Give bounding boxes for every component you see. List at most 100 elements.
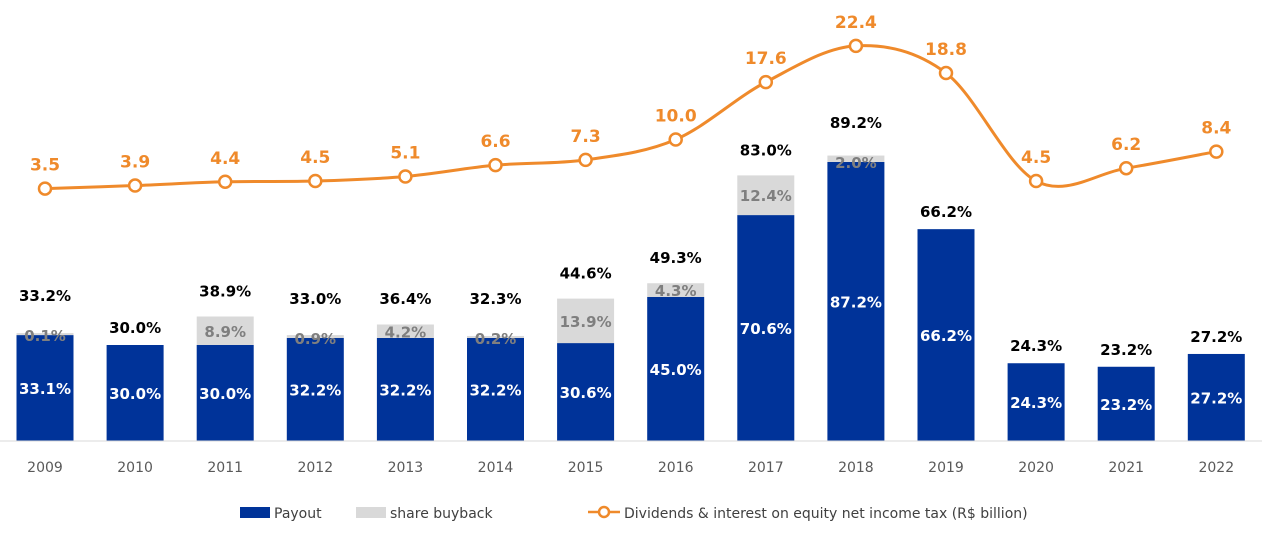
- line-point-2009: [37, 181, 53, 196]
- line-label-2013: 5.1: [390, 143, 420, 163]
- label-total-2014: 32.3%: [469, 290, 521, 308]
- line-label-2009: 3.5: [30, 156, 60, 176]
- bar-payout-2017: [737, 215, 795, 441]
- label-payout-2018: 87.2%: [830, 293, 882, 311]
- x-tick-2022: 2022: [1198, 460, 1234, 476]
- x-tick-2021: 2021: [1108, 460, 1144, 476]
- label-payout-2016: 45.0%: [650, 361, 702, 379]
- label-total-2009: 33.2%: [19, 287, 71, 305]
- label-buyback-2014: 0.2%: [475, 330, 517, 348]
- line-point-2013: [398, 169, 413, 184]
- label-payout-2019: 66.2%: [920, 327, 972, 345]
- legend-label-payout: Payout: [274, 506, 322, 522]
- label-total-2018: 89.2%: [830, 114, 882, 132]
- label-buyback-2016: 4.3%: [655, 282, 697, 300]
- x-tick-2014: 2014: [478, 460, 514, 476]
- line-label-2022: 8.4: [1201, 119, 1231, 139]
- line-point-2020: [1028, 173, 1044, 189]
- line-point-2015: [578, 152, 593, 168]
- label-buyback-2011: 8.9%: [204, 323, 246, 341]
- line-label-2010: 3.9: [120, 153, 150, 173]
- bar-buyback-2018: [827, 155, 885, 162]
- line-point-2021: [1118, 160, 1134, 176]
- label-payout-2014: 32.2%: [469, 381, 521, 399]
- label-buyback-2018: 2.0%: [835, 154, 877, 172]
- bar-payout-2012: [286, 337, 344, 441]
- line-point-2018: [848, 38, 864, 54]
- line-layer: 3.5 3.9 4.4 4.5 5.1 6.6 7.3 10.0 17.6 22.4 18.8 4.5…: [30, 13, 1232, 196]
- label-payout-2015: 30.6%: [560, 384, 612, 402]
- line-label-2011: 4.4: [210, 149, 240, 169]
- line-label-2019: 18.8: [925, 40, 967, 60]
- bar-payout-2015: [557, 343, 615, 441]
- legend-swatch-buyback: [356, 507, 386, 518]
- bar-payout-2011: [196, 345, 254, 441]
- line-label-2021: 6.2: [1111, 135, 1141, 155]
- line-point-2016: [668, 132, 683, 147]
- label-buyback-2009: 0.1%: [24, 327, 66, 345]
- line-point-2022: [1209, 144, 1224, 159]
- x-tick-2011: 2011: [207, 460, 243, 476]
- bar-payout-2021: [1097, 366, 1155, 441]
- line-label-2020: 4.5: [1021, 148, 1051, 168]
- label-total-2011: 38.9%: [199, 283, 251, 301]
- line-label-2018: 22.4: [835, 13, 877, 33]
- bar-payout-2019: [917, 229, 975, 441]
- label-payout-2022: 27.2%: [1190, 389, 1242, 407]
- line-point-2014: [488, 157, 503, 173]
- label-buyback-2013: 4.2%: [385, 324, 427, 342]
- line-label-2014: 6.6: [480, 132, 510, 152]
- line-point-2019: [938, 65, 954, 81]
- bar-payout-2013: [376, 337, 434, 441]
- line-point-2011: [217, 174, 233, 190]
- bar-buyback-2011: [196, 316, 254, 345]
- line-point-2017: [758, 74, 774, 90]
- label-buyback-2015: 13.9%: [560, 313, 612, 331]
- bar-buyback-2013: [376, 324, 434, 338]
- x-axis-ticks: 2009 2010 2011 2012 2013 2014 2015 2016 2017 2018…: [27, 460, 1234, 476]
- bar-buyback-2016: [647, 283, 705, 297]
- label-total-2015: 44.6%: [560, 265, 612, 283]
- label-payout-2011: 30.0%: [199, 385, 251, 403]
- x-tick-2012: 2012: [297, 460, 333, 476]
- bar-buyback-2012: [286, 335, 344, 338]
- legend-label-line: Dividends & interest on equity net incom…: [624, 506, 1028, 522]
- bar-buyback-2014: [467, 335, 524, 338]
- label-payout-2017: 70.6%: [740, 320, 792, 338]
- bar-buyback-2015: [557, 298, 615, 344]
- label-buyback-2017: 12.4%: [740, 187, 792, 205]
- label-payout-2021: 23.2%: [1100, 396, 1152, 414]
- legend-swatch-line-marker: [597, 505, 611, 519]
- x-tick-2013: 2013: [388, 460, 424, 476]
- line-label-2015: 7.3: [571, 127, 601, 147]
- line-point-2012: [308, 173, 323, 189]
- label-payout-2020: 24.3%: [1010, 394, 1062, 412]
- bar-payout-2014: [467, 337, 524, 441]
- legend-swatch-payout: [240, 507, 270, 518]
- legend: Payout share buyback Dividends & interes…: [240, 505, 1028, 522]
- label-total-2013: 36.4%: [379, 290, 431, 308]
- label-total-2022: 27.2%: [1190, 328, 1242, 346]
- bar-payout-2022: [1187, 353, 1245, 441]
- x-tick-2016: 2016: [658, 460, 694, 476]
- x-tick-2019: 2019: [928, 460, 964, 476]
- bar-buyback-2009: [16, 333, 74, 336]
- label-total-2021: 23.2%: [1100, 341, 1152, 359]
- x-tick-2017: 2017: [748, 460, 784, 476]
- label-total-2010: 30.0%: [109, 319, 161, 337]
- x-tick-2015: 2015: [568, 460, 604, 476]
- x-tick-2009: 2009: [27, 460, 63, 476]
- label-total-2017: 83.0%: [740, 141, 792, 159]
- label-total-2020: 24.3%: [1010, 337, 1062, 355]
- bar-buyback-2017: [737, 175, 795, 216]
- line-label-2017: 17.6: [745, 49, 787, 69]
- label-payout-2010: 30.0%: [109, 385, 161, 403]
- label-payout-2012: 32.2%: [289, 381, 341, 399]
- label-payout-2013: 32.2%: [379, 381, 431, 399]
- label-buyback-2012: 0.9%: [294, 330, 336, 348]
- bars-layer: 33.1% 0.1% 33.2% 30.0% 30.0% 30.0% 8.9% 38.9% 32…: [16, 114, 1245, 441]
- line-point-2010: [127, 178, 143, 193]
- label-total-2012: 33.0%: [289, 290, 341, 308]
- line-label-2012: 4.5: [300, 148, 330, 168]
